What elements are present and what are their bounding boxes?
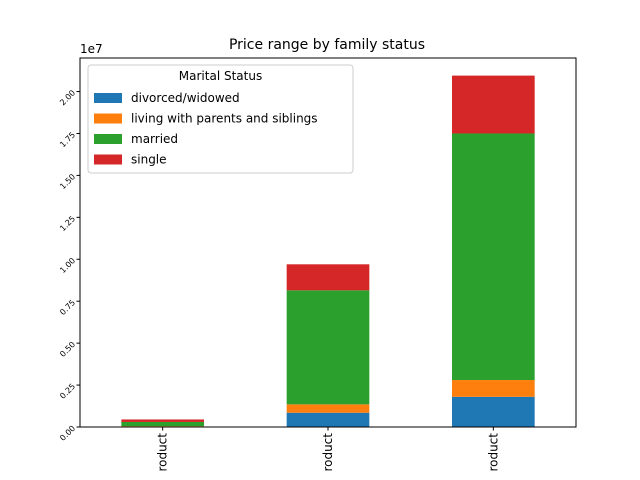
legend-swatch — [94, 113, 122, 124]
legend-label: single — [131, 153, 167, 167]
bar-divorced-widowed-2 — [452, 396, 535, 427]
legend-swatch — [94, 134, 122, 144]
bar-married-2 — [452, 133, 535, 381]
legend-swatch — [94, 93, 122, 103]
x-tick-label: roduct — [156, 433, 170, 472]
chart-title: Price range by family status — [229, 37, 425, 53]
bar-married-0 — [121, 421, 204, 427]
bar-living-with-parents-and-siblings-2 — [452, 380, 535, 397]
y-tick-label: 2.00 — [58, 88, 77, 107]
y-tick-label: 0.00 — [58, 424, 77, 443]
bar-divorced-widowed-1 — [286, 412, 370, 427]
bar-single-2 — [452, 75, 535, 134]
legend-title: Marital Status — [179, 69, 262, 83]
y-tick-label: 1.50 — [58, 172, 77, 191]
y-tick-label: 1.00 — [58, 256, 77, 275]
y-tick-label: 0.25 — [58, 382, 77, 401]
legend-label: living with parents and siblings — [131, 112, 318, 126]
bar-living-with-parents-and-siblings-1 — [286, 404, 370, 413]
legend-label: married — [131, 132, 178, 146]
y-tick-label: 0.75 — [58, 298, 77, 317]
legend-label: divorced/widowed — [131, 91, 240, 105]
x-tick-label: roduct — [486, 433, 500, 472]
y-tick-label: 1.25 — [58, 214, 77, 233]
y-scale-label: 1e7 — [80, 42, 103, 56]
y-tick-label: 0.50 — [58, 340, 77, 359]
y-tick-label: 1.75 — [58, 130, 77, 149]
bar-married-1 — [286, 290, 370, 405]
x-tick-label: roduct — [321, 433, 335, 472]
bar-single-0 — [121, 419, 204, 422]
legend-swatch — [94, 154, 122, 165]
bar-single-1 — [286, 264, 370, 291]
legend-box — [87, 64, 354, 174]
